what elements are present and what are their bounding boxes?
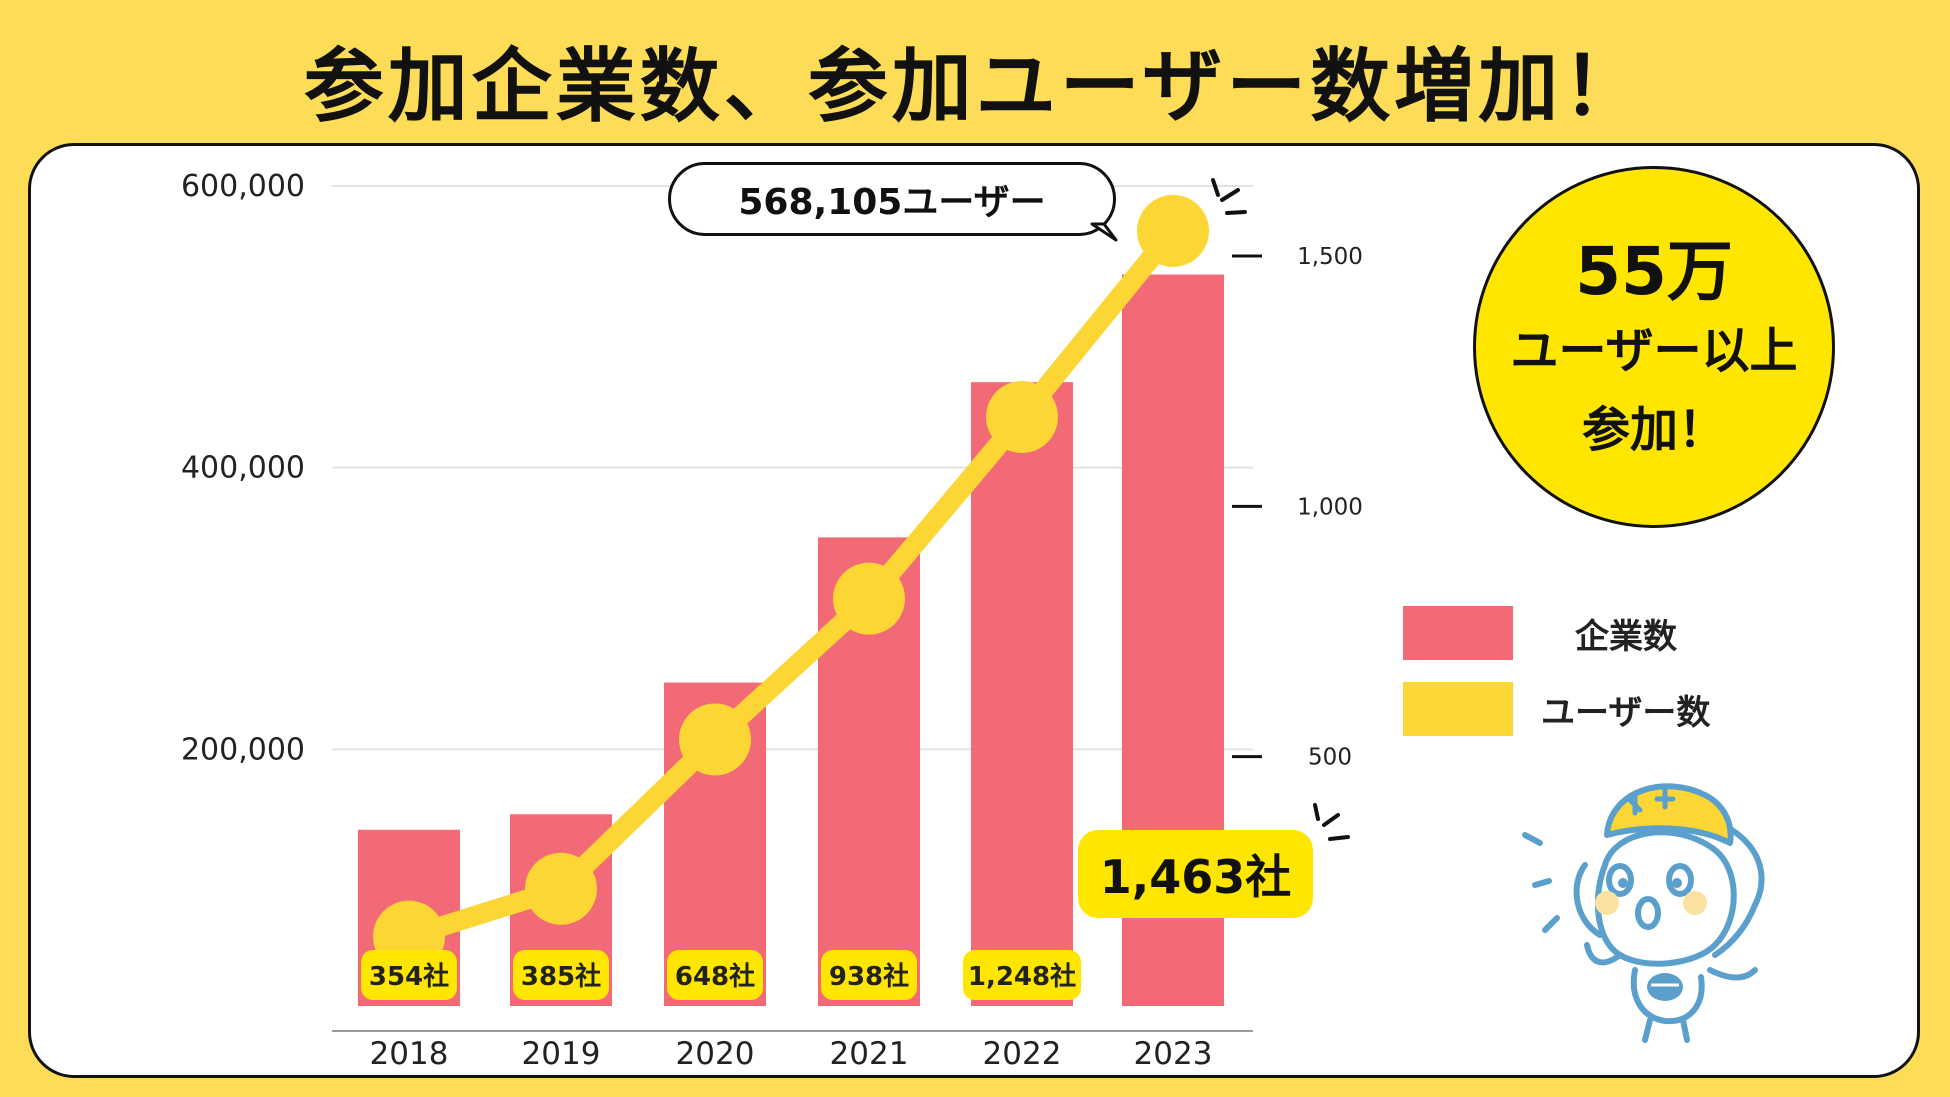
user-point-2020 xyxy=(679,703,751,776)
bar-labels: 354社 385社 648社 938社 1,248社 xyxy=(361,950,1081,1000)
right-tick-label: 1,000 xyxy=(1297,494,1363,520)
company-bars xyxy=(358,274,1224,1007)
user-point-2022 xyxy=(986,380,1058,453)
left-axis: 200,000 400,000 600,000 xyxy=(181,169,305,767)
user-count-callout-text: 568,105ユーザー xyxy=(738,182,1046,223)
bar-label-2022: 1,248社 xyxy=(968,961,1076,992)
bar-label-badge xyxy=(513,950,609,1000)
badge-line-2: ユーザー以上 xyxy=(1510,323,1798,379)
bar-label-2020: 648社 xyxy=(675,961,755,992)
bar-label-badge xyxy=(963,950,1081,1000)
user-point-2019 xyxy=(525,852,597,925)
x-tick-label: 2023 xyxy=(1134,1036,1213,1072)
legend-item-companies: 企業数 xyxy=(1403,606,1677,660)
sparkle-marks xyxy=(1211,178,1350,841)
legend-label-users: ユーザー数 xyxy=(1541,692,1711,733)
x-tick-label: 2022 xyxy=(983,1036,1062,1072)
user-point-2021 xyxy=(833,562,905,635)
x-axis: 2018 2019 2020 2021 2022 2023 xyxy=(370,1036,1213,1072)
user-count-callout: 568,105ユーザー xyxy=(668,162,1116,236)
company-count-callout: 1,463社 xyxy=(1078,830,1313,918)
user-point-2023 xyxy=(1137,194,1209,267)
left-tick-label: 200,000 xyxy=(181,732,305,767)
highlight-badge: 55万 ユーザー以上 参加！ xyxy=(1473,166,1835,528)
x-tick-label: 2019 xyxy=(522,1036,601,1072)
badge-line-3: 参加！ xyxy=(1581,401,1726,458)
bar-label-2018: 354社 xyxy=(369,961,449,992)
badge-number: 55万 xyxy=(1575,233,1733,310)
bar-label-badge xyxy=(667,950,763,1000)
x-tick-label: 2021 xyxy=(830,1036,909,1072)
user-line xyxy=(373,194,1209,973)
right-axis: 500 1,000 1,500 xyxy=(1232,244,1363,771)
right-tick-label: 500 xyxy=(1308,745,1352,771)
legend-item-users: ユーザー数 xyxy=(1403,682,1710,736)
bar-label-2021: 938社 xyxy=(829,961,909,992)
legend-label-companies: 企業数 xyxy=(1575,616,1677,657)
bar-2022 xyxy=(971,382,1073,1007)
legend-swatch-companies xyxy=(1403,606,1513,660)
mascot-illustration xyxy=(1522,783,1765,1043)
bar-label-2019: 385社 xyxy=(521,961,601,992)
x-tick-label: 2020 xyxy=(676,1036,755,1072)
left-tick-label: 400,000 xyxy=(181,451,305,486)
left-tick-label: 600,000 xyxy=(181,169,305,204)
legend-swatch-users xyxy=(1403,682,1513,736)
page-title: 参加企業数、参加ユーザー数増加！ xyxy=(303,40,1647,133)
x-tick-label: 2018 xyxy=(370,1036,449,1072)
right-tick-label: 1,500 xyxy=(1297,244,1363,270)
company-count-callout-text: 1,463社 xyxy=(1099,850,1292,904)
bar-label-badge xyxy=(821,950,917,1000)
callout-tail xyxy=(1090,222,1118,242)
bar-label-badge xyxy=(361,950,457,1000)
